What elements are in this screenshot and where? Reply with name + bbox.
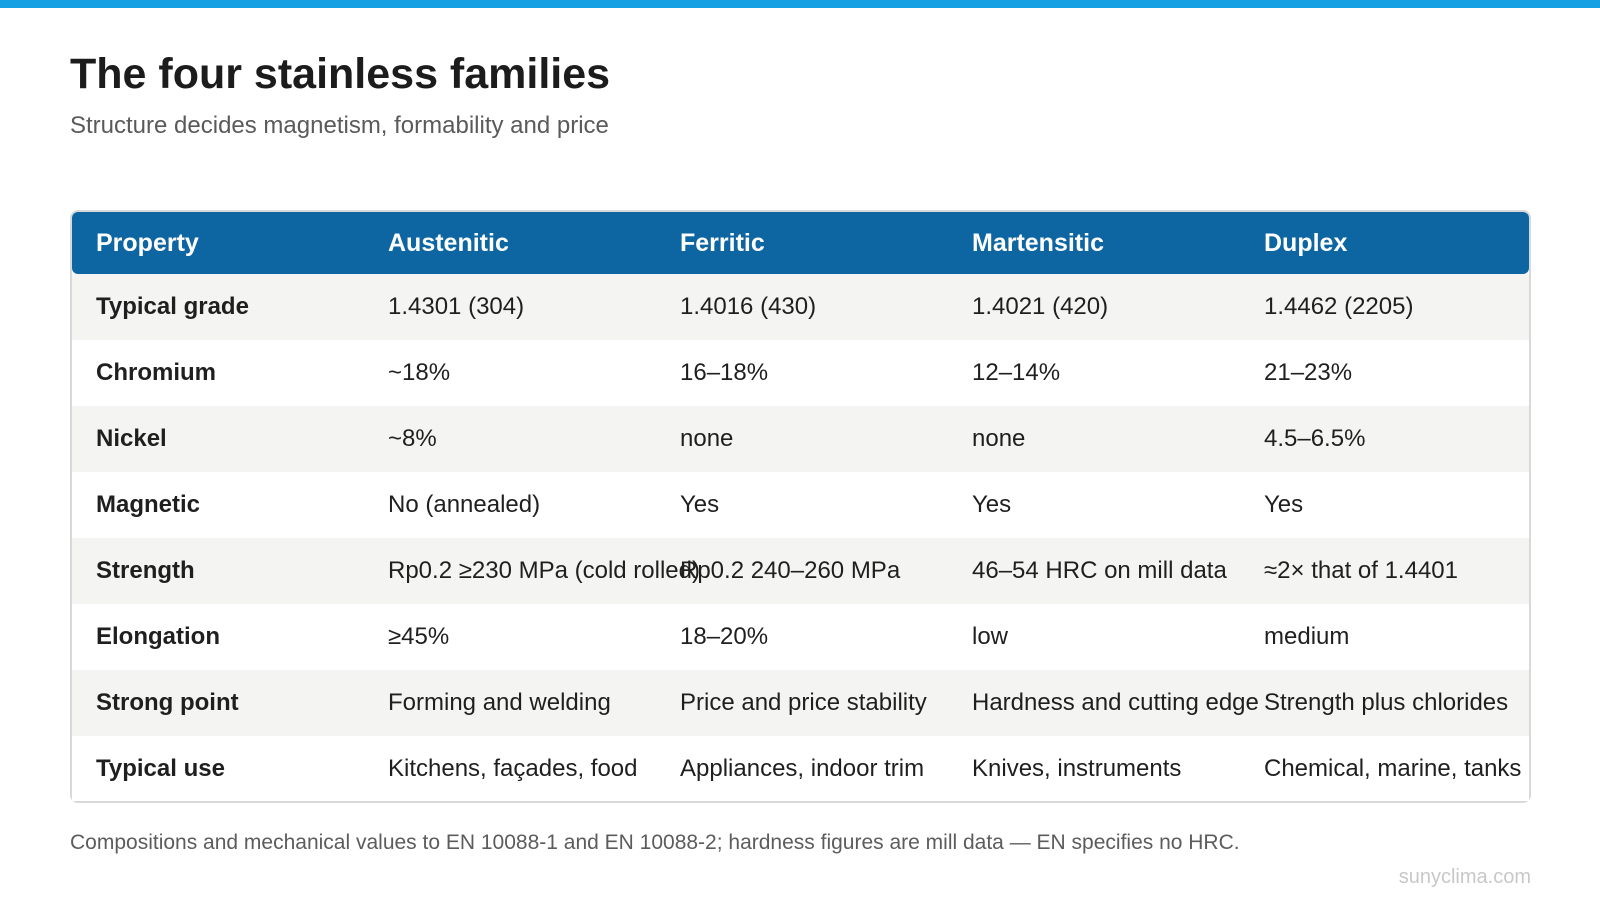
table-cell: Forming and welding — [388, 689, 611, 716]
header-cell-ferritic: Ferritic — [680, 228, 765, 257]
table-cell: 46–54 HRC on mill data — [972, 557, 1227, 584]
table-cell: Yes — [1264, 491, 1304, 518]
table-cell: none — [680, 425, 734, 452]
table-cell: 4.5–6.5% — [1264, 425, 1366, 452]
table-cell: Yes — [972, 491, 1012, 518]
table-cell: 18–20% — [680, 623, 769, 650]
table-cell: medium — [1264, 623, 1350, 650]
table-cell: No (annealed) — [388, 491, 541, 518]
table-cell: Rp0.2 240–260 MPa — [680, 557, 901, 584]
table-cell: 1.4021 (420) — [972, 293, 1109, 320]
table-cell: Hardness and cutting edge — [972, 689, 1259, 716]
table-cell: low — [972, 623, 1009, 650]
header-cell-austenitic: Austenitic — [388, 228, 509, 257]
comparison-table: Property Austenitic Ferritic Martensitic… — [70, 210, 1531, 803]
row-label-strength: Strength — [96, 557, 195, 584]
table-cell: 1.4016 (430) — [680, 293, 817, 320]
header-cell-duplex: Duplex — [1264, 228, 1348, 257]
row-label-strong-point: Strong point — [96, 689, 239, 716]
top-accent-bar — [0, 0, 1600, 8]
row-label-nickel: Nickel — [96, 425, 167, 452]
table-cell: Knives, instruments — [972, 754, 1182, 782]
table-row: Typical grade 1.4301 (304) 1.4016 (430) … — [72, 274, 1529, 340]
page-title: The four stainless families — [70, 50, 611, 98]
table-row: Strength Rp0.2 ≥230 MPa (cold rolled) Rp… — [72, 538, 1529, 604]
table-cell: 21–23% — [1264, 359, 1353, 386]
table-row: Magnetic No (annealed) Yes Yes Yes — [72, 472, 1529, 538]
row-label-elongation: Elongation — [96, 623, 220, 650]
table-cell: Strength plus chlorides — [1264, 689, 1509, 716]
table-cell: Price and price stability — [680, 689, 927, 716]
table-row: Chromium ~18% 16–18% 12–14% 21–23% — [72, 340, 1529, 406]
table-cell: ~18% — [388, 359, 451, 386]
table-row: Elongation ≥45% 18–20% low medium — [72, 604, 1529, 670]
table-row: Strong point Forming and welding Price a… — [72, 670, 1529, 736]
table-cell: ≈2× that of 1.4401 — [1264, 557, 1458, 584]
table-row: Nickel ~8% none none 4.5–6.5% — [72, 406, 1529, 472]
table-cell: 1.4462 (2205) — [1264, 293, 1414, 320]
table-cell: Rp0.2 ≥230 MPa (cold rolled) — [388, 557, 700, 584]
footnote: Compositions and mechanical values to EN… — [70, 831, 1240, 854]
row-label-typical-use: Typical use — [96, 754, 225, 782]
table-cell: Kitchens, façades, food — [388, 754, 638, 782]
table-row: Typical use Kitchens, façades, food Appl… — [72, 736, 1529, 801]
table-cell: ~8% — [388, 425, 437, 452]
table-cell: 1.4301 (304) — [388, 293, 525, 320]
header-cell-martensitic: Martensitic — [972, 228, 1104, 257]
source-credit: sunyclima.com — [1398, 866, 1531, 888]
table-cell: 16–18% — [680, 359, 769, 386]
table-cell: Chemical, marine, tanks — [1264, 754, 1522, 782]
row-label-typical-grade: Typical grade — [96, 293, 249, 320]
row-label-magnetic: Magnetic — [96, 491, 201, 518]
table-header-row: Property Austenitic Ferritic Martensitic… — [72, 212, 1529, 274]
table-cell: ≥45% — [388, 623, 450, 650]
row-label-chromium: Chromium — [96, 359, 216, 386]
page-subtitle: Structure decides magnetism, formability… — [70, 112, 609, 139]
table-cell: Yes — [680, 491, 720, 518]
table-cell: Appliances, indoor trim — [680, 754, 925, 782]
table-cell: 12–14% — [972, 359, 1061, 386]
header-cell-property: Property — [96, 228, 199, 257]
table-cell: none — [972, 425, 1026, 452]
